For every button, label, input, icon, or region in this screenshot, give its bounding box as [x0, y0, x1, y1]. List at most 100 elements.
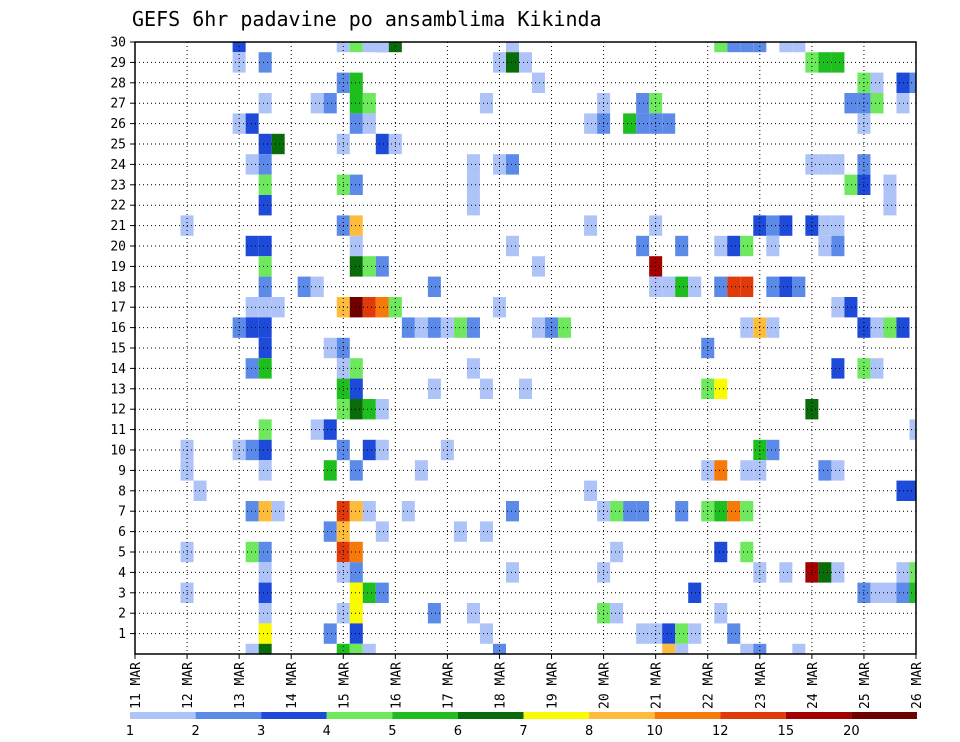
legend-label: 2 — [191, 724, 199, 739]
legend-color-swatch — [654, 712, 721, 719]
heatmap-cell — [427, 603, 441, 624]
heatmap-cell — [349, 93, 363, 114]
heatmap-cell — [740, 460, 754, 481]
legend-label: 6 — [454, 724, 462, 739]
heatmap-cell — [479, 378, 493, 399]
heatmap-cell — [258, 582, 272, 603]
y-tick-label: 24 — [110, 158, 126, 173]
heatmap-cell — [675, 623, 689, 644]
heatmap-cell — [479, 623, 493, 644]
heatmap-cell — [584, 480, 598, 501]
heatmap-cell — [818, 154, 832, 175]
heatmap-cell — [831, 154, 845, 175]
legend-color-swatch — [326, 712, 393, 719]
heatmap-cell — [896, 72, 910, 93]
y-tick-label: 23 — [110, 178, 126, 193]
heatmap-cell — [245, 235, 259, 257]
x-tick-label: 12 MAR — [181, 662, 196, 709]
x-tick-label: 17 MAR — [441, 662, 456, 709]
heatmap-cell — [271, 297, 285, 318]
y-tick-labels: 1234567891011121314151617181920212223242… — [110, 36, 135, 642]
heatmap-cell — [518, 378, 533, 399]
heatmap-cell — [323, 93, 337, 114]
heatmap-cell — [375, 521, 389, 542]
heatmap-cell — [349, 42, 363, 53]
y-tick-label: 21 — [110, 219, 126, 234]
heatmap-cell — [675, 643, 689, 654]
x-tick-label: 23 MAR — [754, 662, 769, 709]
heatmap-cell — [323, 337, 337, 359]
heatmap-cell — [779, 42, 793, 53]
heatmap-cell — [532, 72, 546, 93]
heatmap-cell — [753, 643, 767, 654]
heatmap-cell — [466, 317, 480, 338]
legend-color-swatch — [261, 712, 327, 719]
heatmap-cell — [375, 256, 389, 277]
heatmap-cell — [323, 460, 337, 481]
heatmap-cell — [870, 93, 884, 114]
heatmap-cell — [740, 276, 754, 297]
heatmap-cell — [245, 113, 259, 134]
legend-color-swatch — [457, 712, 524, 719]
heatmap-cell — [896, 480, 910, 501]
heatmap-cell — [375, 133, 389, 155]
heatmap-cell — [349, 582, 363, 603]
y-tick-label: 12 — [110, 403, 126, 418]
heatmap-cell — [610, 541, 624, 563]
heatmap-cell — [258, 419, 272, 440]
heatmap-cell — [427, 276, 441, 297]
heatmap-cell — [753, 42, 767, 53]
heatmap-cell — [258, 133, 272, 155]
heatmap-cell — [492, 643, 506, 654]
heatmap-cell — [662, 643, 676, 654]
heatmap-cell — [714, 235, 728, 257]
heatmap-cell — [532, 256, 546, 277]
heatmap-cell — [271, 501, 285, 522]
heatmap-cell — [349, 297, 363, 318]
heatmap-cell — [362, 113, 376, 134]
heatmap-cell — [518, 52, 533, 73]
heatmap-cell — [258, 439, 272, 461]
heatmap-cell — [362, 501, 376, 522]
heatmap-cell — [636, 501, 650, 522]
heatmap-cell — [727, 276, 741, 297]
y-tick-label: 18 — [110, 280, 126, 295]
heatmap-cell — [258, 317, 272, 338]
heatmap-cell — [844, 174, 858, 195]
heatmap-cell — [375, 439, 389, 461]
heatmap-cell — [662, 276, 676, 297]
heatmap-cell — [883, 582, 897, 603]
heatmap-cell — [740, 317, 754, 338]
plot-frame — [134, 41, 917, 655]
y-tick-label: 20 — [110, 240, 126, 255]
heatmap-cell — [688, 582, 702, 603]
heatmap-cell — [505, 235, 519, 257]
legend-label: 10 — [646, 724, 663, 739]
heatmap-cell — [623, 501, 637, 522]
x-tick-label: 26 MAR — [910, 662, 925, 709]
heatmap-cell — [349, 72, 363, 93]
heatmap-cell — [766, 439, 780, 461]
heatmap-cell — [323, 521, 337, 542]
heatmap-cell — [310, 276, 324, 297]
y-tick-label: 17 — [110, 301, 126, 316]
heatmap-cell — [349, 603, 363, 624]
heatmap-cell — [258, 358, 272, 379]
heatmap-cell — [258, 603, 272, 624]
heatmap-cell — [662, 113, 676, 134]
legend-label: 4 — [323, 724, 331, 739]
heatmap-cell — [245, 154, 259, 175]
heatmap-cell — [844, 93, 858, 114]
heatmap-cell — [466, 358, 480, 379]
y-tick-label: 19 — [110, 260, 126, 275]
heatmap-cell — [714, 42, 728, 53]
heatmap-cell — [688, 623, 702, 644]
heatmap-cell — [505, 154, 519, 175]
y-tick-label: 13 — [110, 382, 126, 397]
x-tick-label: 25 MAR — [858, 662, 873, 709]
heatmap-cell — [740, 235, 754, 257]
heatmap-cell — [792, 643, 806, 654]
heatmap-cell — [349, 541, 363, 563]
heatmap-cell — [349, 113, 363, 134]
